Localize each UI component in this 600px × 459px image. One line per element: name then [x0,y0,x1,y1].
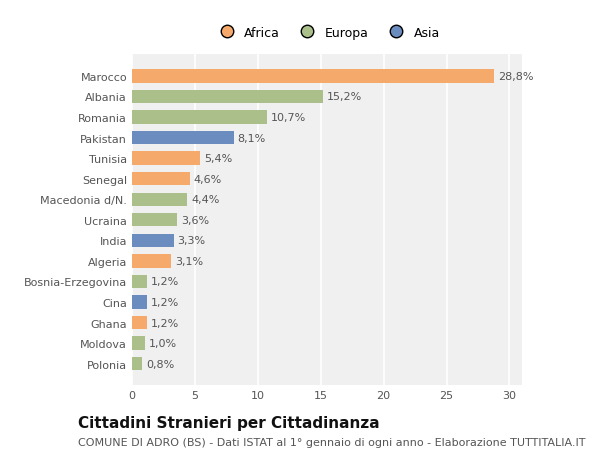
Text: 1,2%: 1,2% [151,277,179,287]
Text: 5,4%: 5,4% [204,154,232,164]
Text: 3,6%: 3,6% [181,215,209,225]
Text: 3,1%: 3,1% [175,256,203,266]
Bar [132,173,190,186]
Text: 0,8%: 0,8% [146,359,174,369]
Bar [132,132,234,145]
Text: 8,1%: 8,1% [238,133,266,143]
Bar [132,193,187,207]
Text: 1,0%: 1,0% [148,338,176,348]
Text: 15,2%: 15,2% [327,92,362,102]
Bar [132,296,147,309]
Bar [132,275,147,289]
Text: 1,2%: 1,2% [151,297,179,308]
Text: COMUNE DI ADRO (BS) - Dati ISTAT al 1° gennaio di ogni anno - Elaborazione TUTTI: COMUNE DI ADRO (BS) - Dati ISTAT al 1° g… [78,437,586,447]
Bar [132,152,200,165]
Text: Cittadini Stranieri per Cittadinanza: Cittadini Stranieri per Cittadinanza [78,415,380,431]
Bar [132,316,147,330]
Bar [132,337,145,350]
Text: 4,4%: 4,4% [191,195,220,205]
Text: 4,6%: 4,6% [194,174,222,185]
Text: 1,2%: 1,2% [151,318,179,328]
Bar [132,213,177,227]
Bar [132,357,142,370]
Text: 10,7%: 10,7% [271,113,305,123]
Bar [132,111,266,124]
Bar [132,255,171,268]
Text: 3,3%: 3,3% [177,236,205,246]
Bar [132,70,494,84]
Legend: Africa, Europa, Asia: Africa, Europa, Asia [209,22,445,45]
Bar [132,234,173,247]
Text: 28,8%: 28,8% [498,72,533,82]
Bar [132,90,323,104]
